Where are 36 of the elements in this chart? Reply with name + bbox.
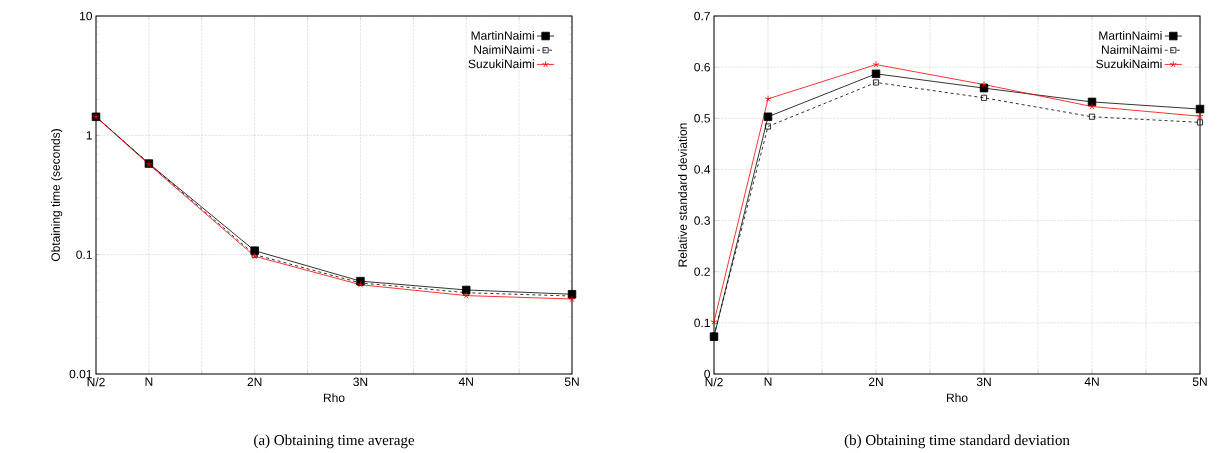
x-tick-label: N/2 (705, 377, 723, 387)
y-tick-label: 0.7 (694, 11, 710, 21)
x-tick-label: N (145, 377, 153, 386)
y-tick-label: 0.5 (694, 114, 710, 123)
x-tick-label: 3N (976, 377, 991, 387)
legend-label: NaimiNaimi (474, 45, 534, 54)
legend-label: NaimiNaimi (1102, 45, 1162, 54)
x-tick-label: N (764, 377, 772, 386)
legend-label: MartinNaimi (1099, 30, 1162, 40)
x-axis-title: Rho (323, 393, 345, 403)
y-tick-label: 0.1 (76, 250, 92, 259)
x-tick-label: 3N (353, 377, 368, 387)
x-tick-label: 2N (247, 377, 262, 386)
y-tick-label: 0.6 (694, 62, 710, 72)
y-tick-label: 0.2 (694, 267, 710, 276)
y-tick-label: 0.4 (694, 165, 711, 174)
text: (a) Obtaining time average (254, 434, 415, 449)
x-tick-label: 5N (1192, 377, 1207, 386)
legend-label: SuzukiNaimi (468, 59, 534, 69)
x-tick-label: 4N (1084, 377, 1099, 386)
x-tick-label: 2N (868, 377, 883, 386)
x-axis-title: Rho (946, 393, 968, 403)
y-tick-label: 10 (80, 11, 93, 21)
y-tick-label: 0.3 (694, 216, 710, 225)
y-tick-label: 0.1 (694, 318, 710, 328)
legend-label: MartinNaimi (471, 30, 534, 40)
y-tick-label: 1 (86, 131, 92, 140)
text: (b) Obtaining time standard deviation (844, 434, 1070, 449)
y-axis-title: Obtaining time (seconds) (51, 129, 63, 262)
y-tick-label: 0.01 (69, 369, 92, 379)
x-tick-label: N/2 (87, 377, 105, 387)
x-tick-label: 5N (564, 377, 579, 386)
legend-label: SuzukiNaimi (1096, 59, 1162, 69)
y-tick-label: 0 (704, 369, 711, 379)
x-tick-label: 4N (458, 377, 473, 386)
y-axis-title: Relative standard deviation (678, 123, 687, 267)
